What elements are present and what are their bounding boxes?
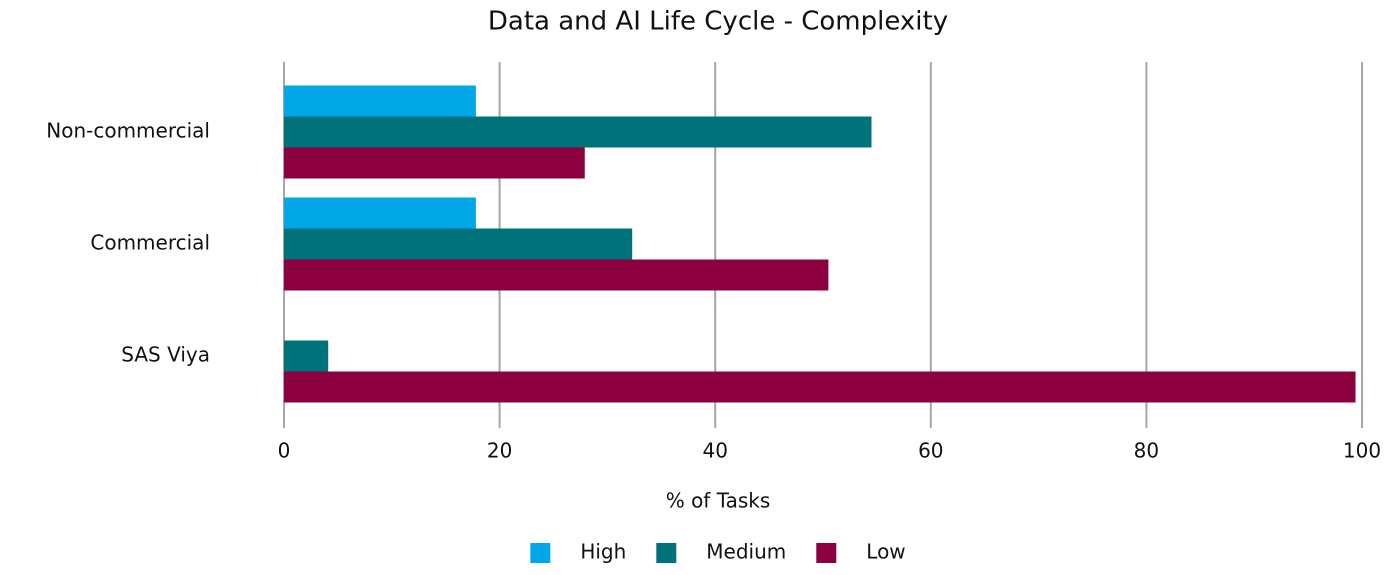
bar [284,259,829,291]
bar [284,147,585,179]
bar [284,116,872,148]
legend-swatch [816,543,837,563]
bar [284,85,476,117]
y-tick-label: Commercial [90,231,210,255]
bar [284,340,329,372]
x-tick-label: 60 [918,439,943,463]
legend-label: Low [866,540,905,564]
y-tick-label: SAS Viya [121,343,210,367]
x-tick-label: 0 [278,439,291,463]
bar [284,197,476,229]
legend-swatch [656,543,677,563]
x-tick-label: 20 [487,439,512,463]
x-tick-label: 80 [1134,439,1159,463]
bar [284,228,633,260]
y-tick-label: Non-commercial [46,119,210,143]
chart-title: Data and AI Life Cycle - Complexity [488,7,948,37]
bar [284,371,1356,403]
x-tick-label: 40 [702,439,727,463]
legend-swatch [530,543,551,563]
legend-label: High [580,540,626,564]
legend-label: Medium [706,540,786,564]
x-axis-label: % of Tasks [666,489,771,513]
x-tick-label: 100 [1343,439,1381,463]
